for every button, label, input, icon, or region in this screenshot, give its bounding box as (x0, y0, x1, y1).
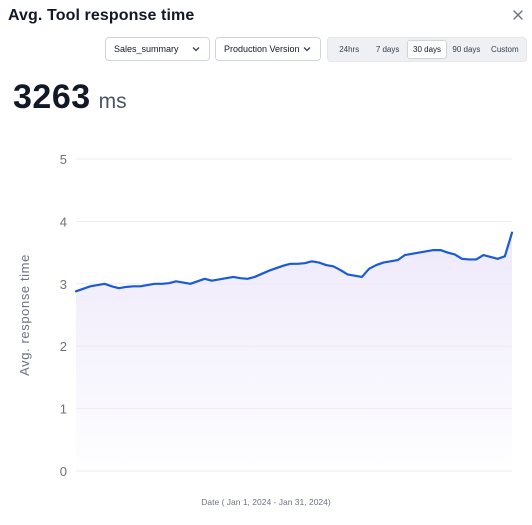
time-range-selector: 24hrs 7 days 30 days 90 days Custom (327, 37, 527, 62)
data-point (273, 265, 279, 271)
data-point (359, 274, 365, 280)
data-point (209, 278, 215, 284)
data-point (94, 282, 100, 288)
data-point (280, 263, 286, 269)
y-tick-label: 2 (60, 339, 67, 354)
data-point (445, 250, 451, 256)
data-point (159, 281, 165, 287)
data-point (144, 282, 150, 288)
y-tick-label: 0 (60, 464, 67, 479)
data-point (480, 252, 486, 258)
data-point (309, 258, 315, 264)
data-point (337, 267, 343, 273)
data-point (387, 258, 393, 264)
data-point (323, 262, 329, 268)
metric-unit: ms (98, 90, 127, 113)
data-point (330, 263, 336, 269)
metric-summary: 3263 ms (13, 78, 127, 117)
data-point (230, 274, 236, 280)
data-point (73, 288, 79, 294)
data-point (180, 280, 186, 286)
metric-value: 3263 (13, 78, 91, 116)
data-point (430, 247, 436, 253)
data-point (130, 283, 136, 289)
y-tick-label: 5 (60, 152, 67, 167)
data-point (352, 273, 358, 279)
x-axis-label: Date ( Jan 1, 2024 - Jan 31, 2024) (201, 497, 331, 507)
chart-title: Avg. Tool response time (8, 7, 195, 24)
data-point (166, 280, 172, 286)
data-point (123, 284, 129, 290)
y-tick-label: 4 (60, 214, 67, 229)
y-tick-label: 1 (60, 402, 67, 417)
data-point (102, 281, 108, 287)
data-point (495, 256, 501, 262)
data-point (187, 281, 193, 287)
agent-select-value: Sales_summary (114, 44, 179, 54)
data-point (109, 283, 115, 289)
data-point (509, 230, 515, 236)
version-select-value: Production Version (224, 44, 300, 54)
chevron-down-icon (302, 44, 312, 54)
data-point (438, 247, 444, 253)
y-tick-label: 3 (60, 277, 67, 292)
data-point (295, 261, 301, 267)
data-point (245, 276, 251, 282)
data-point (345, 271, 351, 277)
data-point (259, 271, 265, 277)
y-axis-label: Avg. response time (17, 254, 32, 376)
range-90days-button[interactable]: 90 days (452, 45, 481, 54)
data-point (423, 248, 429, 254)
close-button[interactable] (509, 6, 527, 24)
data-point (173, 278, 179, 284)
data-point (266, 268, 272, 274)
chevron-down-icon (191, 44, 201, 54)
data-point (302, 260, 308, 266)
data-point (287, 261, 293, 267)
data-point (216, 276, 222, 282)
range-30days-button[interactable]: 30 days (406, 40, 448, 59)
data-point (502, 253, 508, 259)
range-24hrs-button[interactable]: 24hrs (339, 45, 360, 54)
data-point (80, 286, 86, 292)
version-select[interactable]: Production Version (215, 37, 321, 61)
data-point (380, 260, 386, 266)
data-point (409, 251, 415, 257)
data-point (252, 274, 258, 280)
data-point (137, 283, 143, 289)
data-point (452, 251, 458, 257)
data-point (195, 278, 201, 284)
data-point (237, 275, 243, 281)
series-area (76, 232, 512, 471)
data-point (316, 260, 322, 266)
data-point (466, 256, 472, 262)
data-point (202, 276, 208, 282)
data-point (416, 250, 422, 256)
range-custom-button[interactable]: Custom (491, 45, 519, 54)
data-point (402, 252, 408, 258)
data-point (373, 262, 379, 268)
range-7days-button[interactable]: 7 days (375, 45, 400, 54)
data-point (152, 281, 158, 287)
close-icon (513, 10, 523, 20)
data-point (366, 266, 372, 272)
data-point (223, 275, 229, 281)
data-point (473, 256, 479, 262)
data-point (87, 283, 93, 289)
data-point (488, 254, 494, 260)
agent-select[interactable]: Sales_summary (105, 37, 210, 61)
response-time-chart: 0 1 2 3 4 5 Avg. response time (17, 152, 515, 479)
data-point (459, 256, 465, 262)
series-line (74, 231, 514, 293)
data-point (116, 285, 122, 291)
data-point (395, 257, 401, 263)
